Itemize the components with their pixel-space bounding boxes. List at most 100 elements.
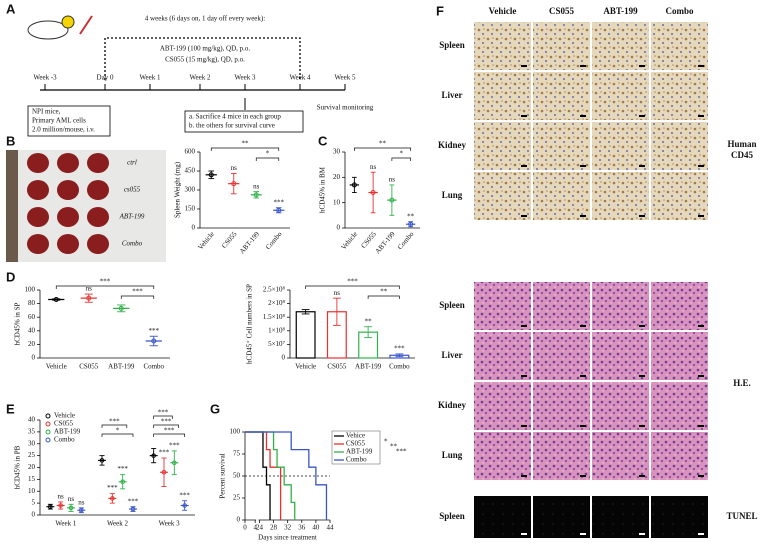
- survival-label: Survival monitoring: [317, 104, 374, 112]
- y-tick-label: 0: [282, 354, 286, 362]
- bracket: [153, 424, 179, 428]
- micrograph: [651, 72, 708, 120]
- micrograph: [651, 496, 708, 538]
- x-tick-label: CS055: [327, 363, 347, 371]
- panel-label: A: [6, 1, 16, 16]
- micrograph: [651, 282, 708, 330]
- y-tick-label: 10: [333, 198, 341, 206]
- micrograph: [533, 432, 590, 480]
- scale-bar: [698, 215, 704, 217]
- row-label: Spleen: [439, 300, 465, 310]
- bracket: [153, 415, 173, 419]
- micrograph: [651, 22, 708, 70]
- photo-label: ctrl: [127, 159, 137, 167]
- panel-label: G: [210, 401, 220, 416]
- micrograph: [651, 122, 708, 170]
- photo-label: Combo: [122, 240, 143, 248]
- scale-bar: [698, 165, 704, 167]
- y-tick-label: 5×10⁷: [268, 340, 285, 348]
- significance: *: [400, 150, 404, 158]
- axis: [199, 152, 290, 229]
- y-tick-label: 50: [233, 472, 241, 480]
- significance: ns: [389, 176, 396, 184]
- micrograph: [474, 382, 531, 430]
- x-tick-label: Vehicle: [340, 230, 360, 251]
- scale-bar: [639, 165, 645, 167]
- y-tick-label: 100: [25, 286, 36, 294]
- x-tick-label: 36: [298, 524, 306, 532]
- significance: ***: [396, 448, 407, 456]
- significance: ***: [100, 278, 111, 286]
- micrograph: [533, 22, 590, 70]
- scale-bar: [521, 475, 527, 477]
- y-tick-label: 35: [28, 427, 36, 435]
- legend-label: ABT-199: [346, 448, 373, 456]
- scale-bar: [580, 65, 586, 67]
- row-label: Liver: [442, 90, 463, 100]
- spleen: [57, 234, 79, 254]
- significance: **: [380, 288, 388, 296]
- timeline-label: Week 2: [189, 74, 211, 82]
- y-tick-label: 0: [32, 354, 36, 362]
- scale-bar: [521, 165, 527, 167]
- injection-text: 2.0 million/mouse, i.v.: [32, 126, 95, 134]
- legend-marker: [45, 413, 51, 419]
- micrograph: [533, 172, 590, 220]
- row-label: Kidney: [438, 400, 467, 410]
- significance: **: [379, 140, 387, 148]
- y-tick-label: 30: [28, 439, 36, 447]
- significance: ns: [231, 164, 238, 172]
- micrograph: [474, 332, 531, 380]
- y-tick-label: 25: [28, 451, 36, 459]
- drug: ABT-199 (100 mg/kg), QD, p.o.: [160, 45, 251, 53]
- scale-bar: [639, 115, 645, 117]
- stain-label: H.E.: [733, 378, 751, 388]
- y-axis-label: hCD45% in BM: [319, 166, 327, 213]
- scale-bar: [639, 325, 645, 327]
- bar: [295, 311, 316, 359]
- timeline-label: Week -3: [33, 74, 57, 82]
- micrograph: [533, 122, 590, 170]
- micrograph: [651, 432, 708, 480]
- column-header: Vehicle: [489, 6, 517, 16]
- spleen: [27, 180, 49, 200]
- legend-box: [331, 430, 381, 465]
- spleen: [87, 234, 109, 254]
- micrograph: [533, 282, 590, 330]
- panel-label: F: [436, 3, 444, 18]
- y-tick-label: 0: [32, 511, 36, 519]
- micrograph: [592, 382, 649, 430]
- panel-label: C: [318, 133, 328, 148]
- scale-bar: [580, 533, 586, 535]
- micrograph: [474, 122, 531, 170]
- micrograph: [651, 382, 708, 430]
- x-tick-label: 28: [270, 524, 278, 532]
- significance: *: [384, 438, 388, 446]
- scale-bar: [580, 215, 586, 217]
- scale-bar: [698, 325, 704, 327]
- y-axis-label: hCD45⁺ Cell numbers in SP: [246, 284, 254, 364]
- significance: ns: [86, 285, 93, 293]
- y-tick-label: 40: [28, 416, 36, 424]
- x-tick-label: ABT-199: [108, 363, 135, 371]
- bracket: [55, 285, 155, 289]
- bracket: [391, 157, 411, 161]
- scale-bar: [521, 65, 527, 67]
- bracket: [153, 433, 186, 437]
- y-tick-label: 0: [237, 516, 241, 524]
- bracket: [101, 433, 134, 437]
- y-tick-label: 2×10⁸: [268, 299, 285, 307]
- significance: ***: [149, 327, 160, 335]
- scale-bar: [639, 65, 645, 67]
- x-tick-label: Week 2: [107, 520, 129, 528]
- y-tick-label: 600: [185, 148, 196, 156]
- scale-bar: [521, 115, 527, 117]
- scale-bar: [639, 533, 645, 535]
- legend-label: Combo: [54, 436, 75, 444]
- y-tick-label: 150: [185, 205, 196, 213]
- photo-ruler: [6, 150, 18, 262]
- dot: [53, 297, 59, 303]
- photo-label: ABT-199: [119, 213, 145, 221]
- x-tick-label: Vehicle: [196, 230, 216, 251]
- y-tick-label: 5: [32, 499, 36, 507]
